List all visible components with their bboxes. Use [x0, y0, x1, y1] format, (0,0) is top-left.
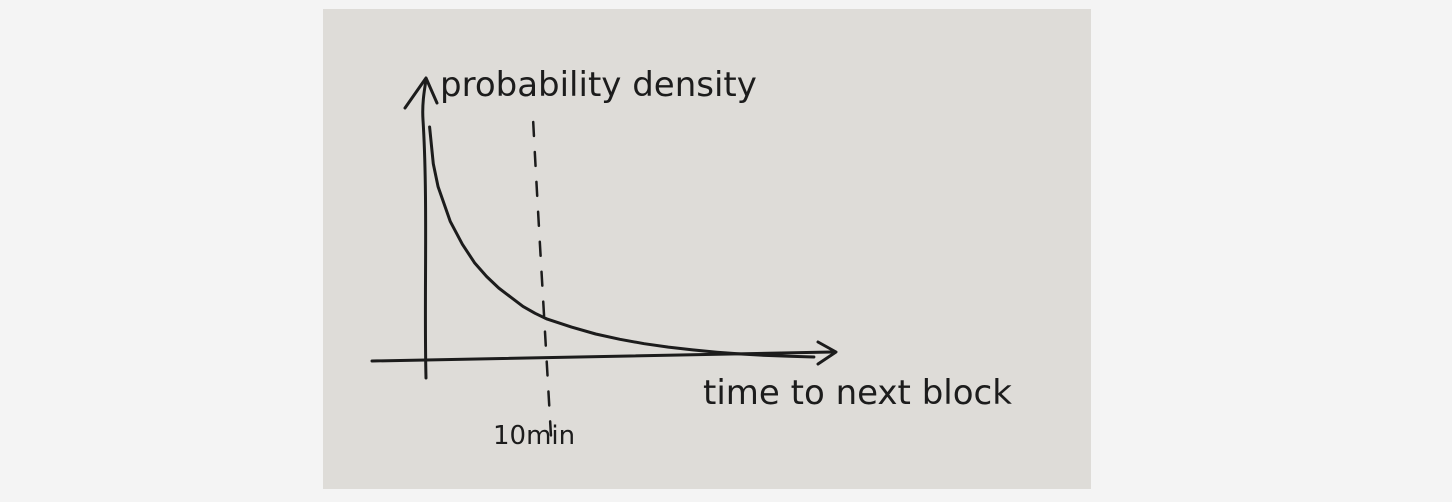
- x-tick-label-10min: 10min: [493, 421, 575, 451]
- x-axis-label: time to next block: [703, 373, 1012, 413]
- reference-line-10min: [531, 120, 553, 442]
- series-curve: [428, 125, 816, 359]
- y-axis-label: probability density: [440, 65, 757, 105]
- x-axis-arrowhead: [816, 340, 838, 366]
- reference-lines: [531, 120, 553, 442]
- y-axis-arrowhead: [403, 76, 439, 110]
- paper-sheet: [323, 9, 1091, 489]
- y-axis-line: [421, 78, 428, 380]
